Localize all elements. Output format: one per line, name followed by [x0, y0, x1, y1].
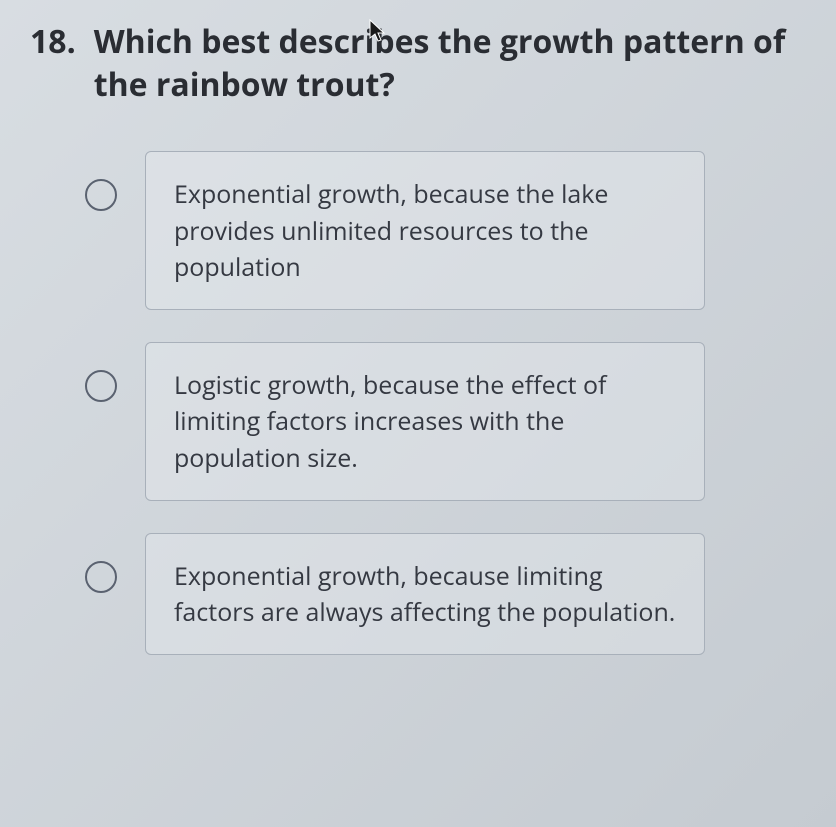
radio-button-2[interactable]	[85, 370, 117, 402]
option-row: Exponential growth, because the lake pro…	[85, 151, 806, 310]
question-text: Which best describes the growth pattern …	[94, 20, 806, 106]
option-text: Exponential growth, because limiting fac…	[174, 558, 676, 631]
radio-button-1[interactable]	[85, 179, 117, 211]
option-row: Exponential growth, because limiting fac…	[85, 533, 806, 656]
option-box-2[interactable]: Logistic growth, because the effect of l…	[145, 342, 705, 501]
options-list: Exponential growth, because the lake pro…	[30, 151, 806, 655]
radio-button-3[interactable]	[85, 561, 117, 593]
option-row: Logistic growth, because the effect of l…	[85, 342, 806, 501]
option-text: Logistic growth, because the effect of l…	[174, 367, 676, 476]
option-text: Exponential growth, because the lake pro…	[174, 176, 676, 285]
option-box-3[interactable]: Exponential growth, because limiting fac…	[145, 533, 705, 656]
question-number: 18.	[30, 20, 76, 106]
option-box-1[interactable]: Exponential growth, because the lake pro…	[145, 151, 705, 310]
question-block: 18. Which best describes the growth patt…	[30, 20, 806, 106]
